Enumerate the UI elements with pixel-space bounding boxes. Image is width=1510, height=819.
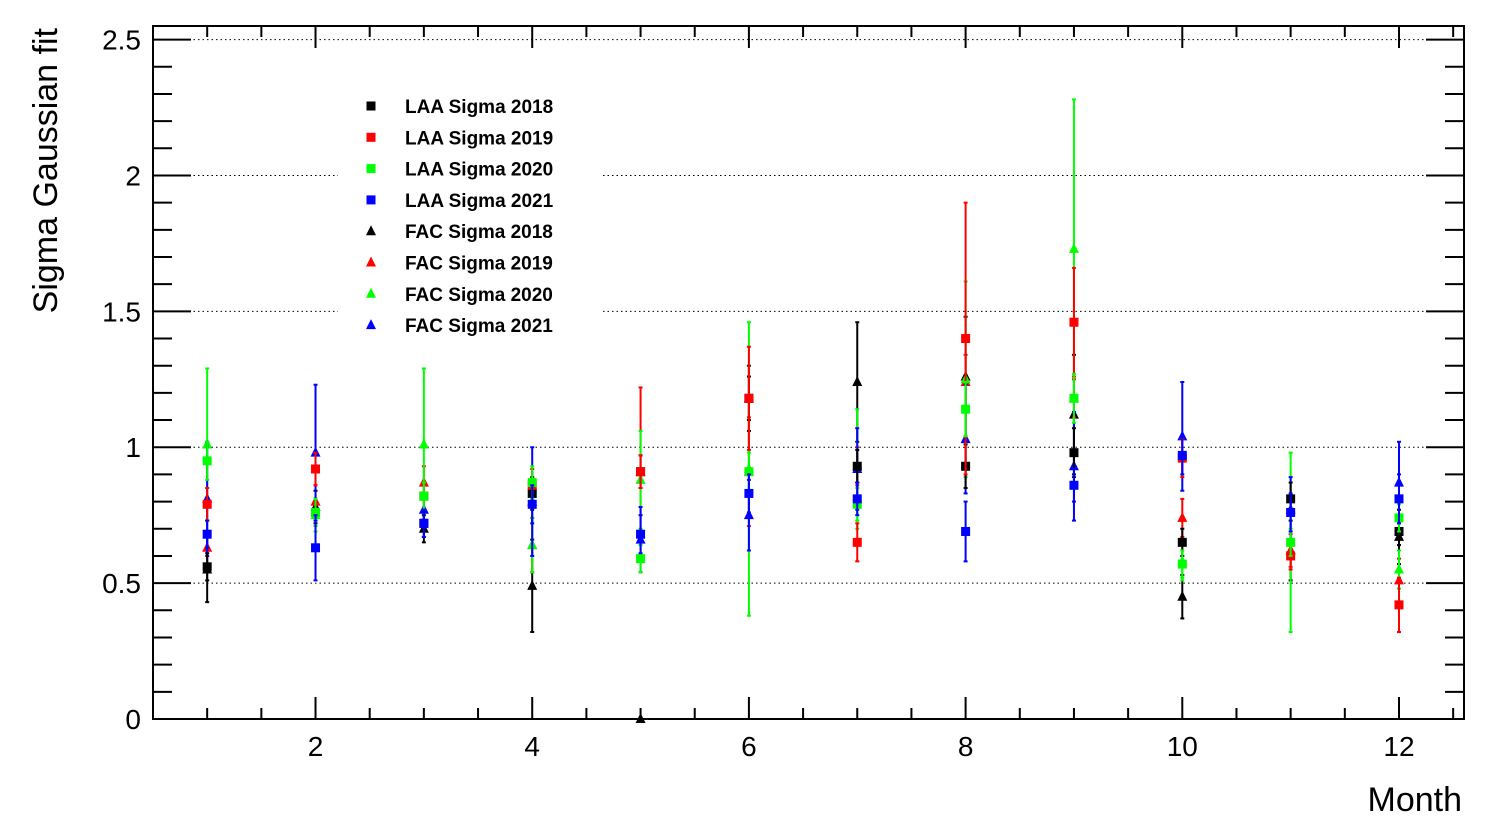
data-point [419, 518, 429, 528]
legend-marker [366, 132, 376, 142]
data-point [1286, 507, 1296, 517]
data-point [1069, 480, 1079, 490]
series-laa-sigma-2018 [202, 375, 1404, 582]
x-tick-label: 8 [958, 731, 974, 762]
x-tick-label: 4 [524, 731, 540, 762]
data-point [527, 499, 537, 509]
plot-frame [152, 25, 1465, 720]
data-point [636, 467, 646, 477]
legend-marker [366, 319, 376, 330]
data-point [1394, 494, 1404, 504]
data-point [1394, 600, 1404, 610]
data-point [1069, 317, 1079, 327]
data-point [744, 467, 754, 477]
data-point [1069, 448, 1079, 458]
data-point [1068, 242, 1079, 253]
data-point [744, 393, 754, 403]
x-axis-label: Month [1368, 781, 1463, 819]
legend-marker [366, 101, 376, 111]
x-tick-label: 6 [741, 731, 757, 762]
axes: 0 0.5 1 1.5 2 2.5 2 4 6 8 10 12 [102, 25, 1464, 762]
data-point [852, 376, 863, 387]
data-point [311, 543, 321, 553]
y-tick-label: 2 [125, 160, 141, 191]
data-point [961, 404, 971, 414]
series-laa-sigma-2020 [202, 372, 1404, 579]
y-axis-label: Sigma Gaussian fit [27, 27, 65, 313]
data-point [1177, 537, 1187, 547]
data-point [852, 537, 862, 547]
data-point [311, 507, 321, 517]
legend-marker [366, 287, 376, 298]
legend-label: LAA Sigma 2019 [405, 128, 553, 149]
y-tick-label: 0 [125, 704, 141, 735]
x-tick-label: 10 [1167, 731, 1198, 762]
legend-marker [366, 256, 376, 267]
data-point [1177, 559, 1187, 569]
data-point [1177, 511, 1188, 522]
legend-marker [366, 225, 376, 236]
data-point [852, 494, 862, 504]
y-tick-label: 0.5 [102, 568, 141, 599]
series-fac-sigma-2019 [202, 353, 1404, 604]
data-point [527, 478, 537, 488]
data-point [202, 499, 212, 509]
data-point [202, 456, 212, 466]
data-point [527, 579, 538, 590]
data-point [743, 509, 754, 520]
y-tick-label: 1.5 [102, 296, 141, 327]
x-tick-label: 2 [308, 731, 324, 762]
series-fac-sigma-2018 [202, 315, 1404, 723]
data-point [418, 438, 429, 449]
data-point [419, 491, 429, 501]
data-point [1393, 563, 1404, 574]
legend-label: FAC Sigma 2020 [405, 285, 553, 306]
data-point [852, 461, 862, 471]
data-point [1069, 393, 1079, 403]
y-tick-label: 1 [125, 432, 141, 463]
data-point [311, 464, 321, 474]
data-point [1286, 537, 1296, 547]
legend-marker [366, 164, 376, 174]
data-point [1177, 590, 1188, 601]
series-laa-sigma-2021 [202, 435, 1404, 582]
data-points [202, 98, 1404, 723]
legend-label: LAA Sigma 2021 [405, 191, 554, 212]
data-point [636, 529, 646, 539]
data-point [1177, 450, 1187, 460]
data-point [636, 554, 646, 564]
legend-background [338, 90, 600, 342]
data-point [202, 562, 212, 572]
legend-label: FAC Sigma 2021 [405, 316, 553, 337]
legend-marker [366, 195, 376, 205]
legend-label: LAA Sigma 2018 [405, 97, 553, 118]
data-point [961, 526, 971, 536]
data-point [961, 334, 971, 344]
series-fac-sigma-2021 [202, 381, 1404, 574]
legend-label: LAA Sigma 2020 [405, 160, 553, 181]
legend: LAA Sigma 2018 LAA Sigma 2019 LAA Sigma 20… [338, 90, 600, 342]
legend-label: FAC Sigma 2019 [405, 254, 553, 275]
legend-label: FAC Sigma 2018 [405, 222, 553, 243]
x-tick-label: 12 [1383, 731, 1414, 762]
y-tick-label: 2.5 [102, 25, 141, 56]
data-point [744, 488, 754, 498]
data-point [202, 529, 212, 539]
